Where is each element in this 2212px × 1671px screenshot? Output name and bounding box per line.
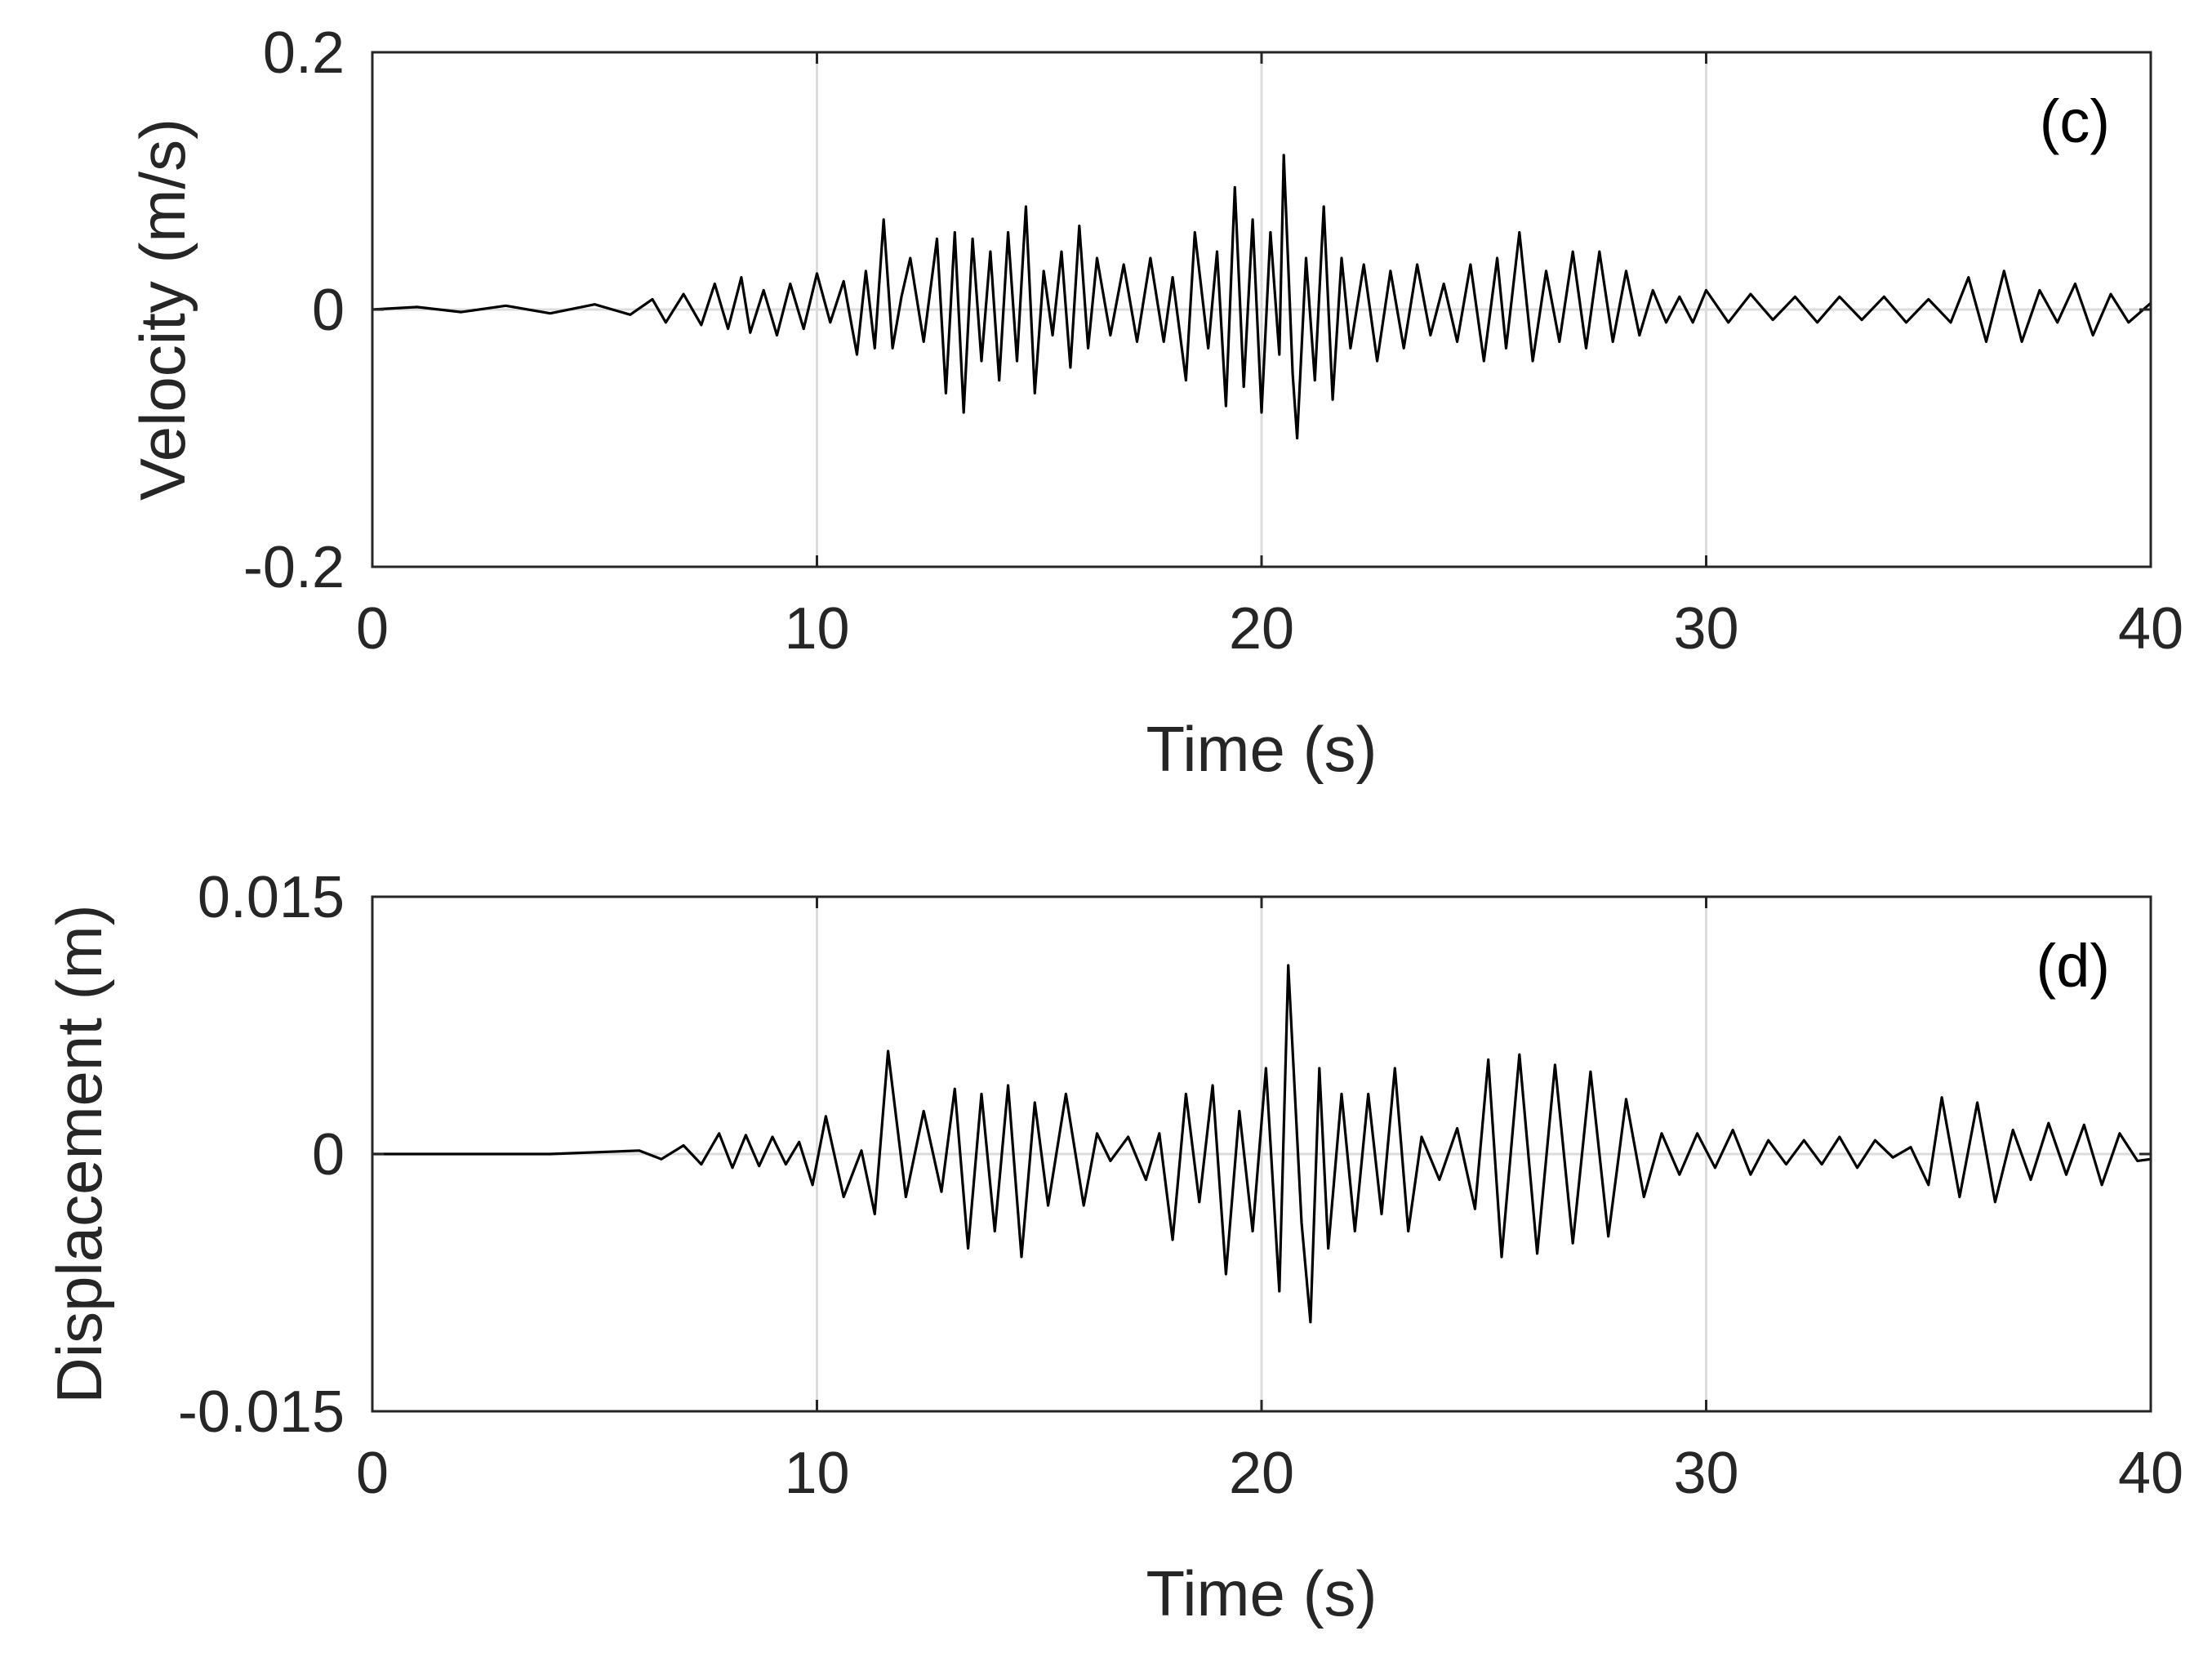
displacement-y-axis-label: Displacement (m) xyxy=(43,904,115,1403)
velocity-y-tick-label-0: -0.2 xyxy=(243,535,345,600)
displacement-x-tick-label-0: 0 xyxy=(356,1441,389,1506)
displacement-y-tick-label-2: 0.015 xyxy=(198,865,345,930)
velocity-panel: 0 10 20 30 40-0.200.2 (c) Time (s) Velocity … xyxy=(127,20,2183,785)
velocity-y-axis-label: Velocity (m/s) xyxy=(127,118,198,501)
displacement-y-tick-label-0: -0.015 xyxy=(178,1379,345,1445)
velocity-ticks: 0 10 20 30 40-0.200.2 xyxy=(243,20,2183,662)
displacement-x-tick-label-2: 20 xyxy=(1229,1441,1294,1506)
displacement-y-tick-label-1: 0 xyxy=(312,1122,345,1188)
velocity-x-tick-label-4: 40 xyxy=(2118,596,2183,662)
velocity-x-tick-label-1: 10 xyxy=(784,596,849,662)
velocity-y-tick-label-1: 0 xyxy=(312,278,345,343)
velocity-grid xyxy=(372,52,2151,567)
velocity-panel-label: (c) xyxy=(2040,87,2110,155)
velocity-x-tick-label-0: 0 xyxy=(356,596,389,662)
velocity-y-tick-label-2: 0.2 xyxy=(263,20,345,86)
velocity-x-tick-label-2: 20 xyxy=(1229,596,1294,662)
displacement-trace xyxy=(372,964,2152,1324)
velocity-x-tick-label-3: 30 xyxy=(1673,596,1738,662)
displacement-x-axis-label: Time (s) xyxy=(1146,1557,1377,1629)
velocity-trace xyxy=(372,154,2152,440)
displacement-x-tick-label-3: 30 xyxy=(1673,1441,1738,1506)
velocity-x-axis-label: Time (s) xyxy=(1146,713,1377,785)
displacement-x-tick-label-4: 40 xyxy=(2118,1441,2183,1506)
displacement-panel-label: (d) xyxy=(2036,932,2110,1000)
displacement-x-tick-label-1: 10 xyxy=(784,1441,849,1506)
